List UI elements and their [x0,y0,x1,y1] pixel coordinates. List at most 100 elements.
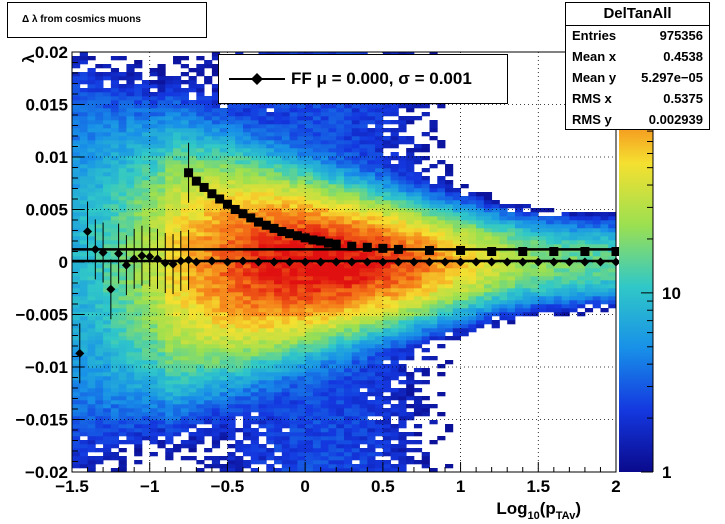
heatmap-cell [297,316,306,321]
heatmap-cell [110,208,120,213]
heatmap-cell [196,68,205,73]
heatmap-cell [382,376,392,381]
heatmap-cell [390,332,399,337]
heatmap-cell [274,436,283,441]
heatmap-cell [118,240,127,245]
heatmap-cell [429,256,438,261]
heatmap-cell [491,312,500,317]
heatmap-cell [266,156,275,161]
heatmap-cell [103,188,112,193]
heatmap-cell [546,256,555,261]
heatmap-cell [320,172,329,177]
heatmap-cell [421,336,430,341]
heatmap-cell [437,212,446,217]
heatmap-cell [180,192,189,197]
heatmap-cell [328,396,337,401]
heatmap-cell [274,120,283,125]
heatmap-cell [173,424,182,429]
heatmap-cell [103,144,112,149]
heatmap-cell [188,256,197,261]
heatmap-cell [141,408,151,413]
heatmap-cell [491,320,500,325]
heatmap-cell [281,412,290,417]
heatmap-cell [328,424,337,429]
heatmap-cell [87,108,96,113]
heatmap-cell [118,120,127,125]
heatmap-cell [118,152,127,157]
heatmap-cell [445,220,454,225]
heatmap-cell [126,76,135,81]
heatmap-cell [157,384,166,389]
heatmap-cell [72,316,81,321]
heatmap-cell [72,116,81,121]
heatmap-cell [320,144,329,149]
heatmap-cell [196,108,205,113]
heatmap-cell [211,320,221,325]
heatmap-cell [312,276,322,281]
heatmap-cell [514,280,524,285]
heatmap-cell [266,456,275,461]
heatmap-cell [507,236,516,241]
heatmap-cell [103,300,112,305]
heatmap-cell [95,244,104,249]
heatmap-cell [390,468,399,473]
heatmap-cell [281,240,290,245]
heatmap-cell [242,156,252,161]
heatmap-cell [375,368,384,373]
heatmap-cell [274,324,283,329]
heatmap-cell [266,300,275,305]
heatmap-cell [359,216,368,221]
heatmap-cell [211,408,221,413]
heatmap-cell [367,160,376,165]
heatmap-cell [180,116,189,121]
heatmap-cell [445,216,454,221]
heatmap-cell [110,360,120,365]
heatmap-cell [134,304,143,309]
heatmap-cell [312,336,322,341]
heatmap-cell [87,448,96,453]
heatmap-cell [204,392,213,397]
heatmap-cell [258,308,267,313]
heatmap-cell [281,284,290,289]
heatmap-cell [390,372,399,377]
heatmap-cell [413,196,423,201]
heatmap-cell [227,148,236,153]
heatmap-cell [406,356,415,361]
heatmap-cell [274,104,283,109]
heatmap-cell [266,428,275,433]
heatmap-cell [297,292,306,297]
heatmap-cell [429,404,438,409]
heatmap-cell [149,128,158,133]
heatmap-cell [406,196,415,201]
heatmap-cell [460,200,469,205]
heatmap-cell [421,408,430,413]
heatmap-cell [79,412,88,417]
heatmap-cell [103,172,112,177]
heatmap-cell [476,220,485,225]
heatmap-cell [227,384,236,389]
heatmap-cell [134,388,143,393]
heatmap-cell [312,356,322,361]
heatmap-cell [95,204,104,209]
heatmap-cell [266,332,275,337]
heatmap-cell [258,204,267,209]
heatmap-cell [289,320,298,325]
heatmap-cell [219,132,228,137]
heatmap-cell [180,368,189,373]
heatmap-cell [118,376,127,381]
heatmap-cell [180,272,189,277]
heatmap-cell [141,240,151,245]
heatmap-cell [211,64,221,69]
heatmap-cell [157,364,166,369]
heatmap-cell [157,320,166,325]
heatmap-cell [382,264,392,269]
heatmap-cell [110,216,120,221]
heatmap-cell [95,188,104,193]
heatmap-cell [118,340,127,345]
heatmap-cell [406,456,415,461]
heatmap-cell [336,320,345,325]
heatmap-cell [211,136,221,141]
heatmap-cell [149,436,158,441]
heatmap-cell [188,272,197,277]
heatmap-cell [79,148,88,153]
